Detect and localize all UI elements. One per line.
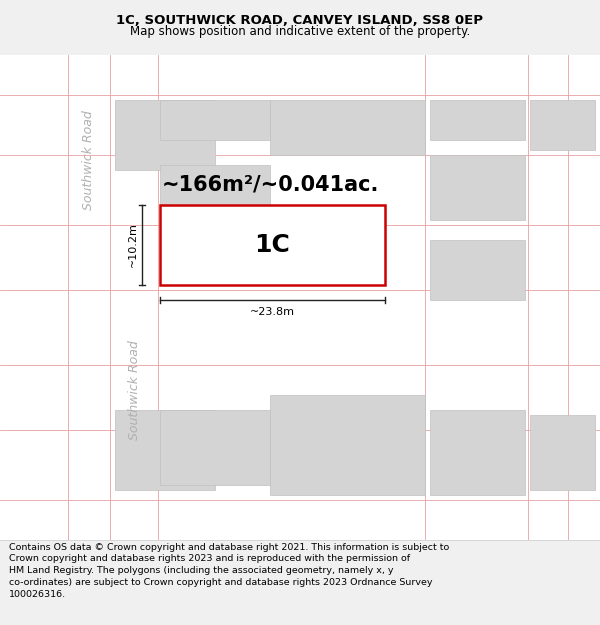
Text: ~10.2m: ~10.2m: [128, 222, 138, 268]
Text: ~166m²/~0.041ac.: ~166m²/~0.041ac.: [161, 175, 379, 195]
Text: Contains OS data © Crown copyright and database right 2021. This information is : Contains OS data © Crown copyright and d…: [9, 542, 449, 599]
Bar: [530, 415, 595, 490]
Text: Southwick Road: Southwick Road: [82, 110, 95, 210]
Bar: [530, 100, 595, 150]
Text: 1C, SOUTHWICK ROAD, CANVEY ISLAND, SS8 0EP: 1C, SOUTHWICK ROAD, CANVEY ISLAND, SS8 0…: [116, 14, 484, 27]
Bar: [160, 205, 385, 285]
Text: Map shows position and indicative extent of the property.: Map shows position and indicative extent…: [130, 26, 470, 39]
Bar: [115, 410, 215, 490]
Bar: [430, 240, 525, 300]
Bar: [430, 155, 525, 220]
Bar: [160, 410, 270, 485]
Bar: [160, 165, 270, 225]
Text: ~23.8m: ~23.8m: [250, 307, 295, 317]
Bar: [430, 410, 525, 495]
Text: Southwick Road: Southwick Road: [128, 340, 142, 440]
Bar: [430, 100, 525, 140]
Text: 1C: 1C: [254, 233, 290, 257]
Bar: [160, 100, 270, 140]
Bar: [270, 395, 425, 495]
Bar: [270, 100, 425, 155]
Bar: [115, 100, 215, 170]
